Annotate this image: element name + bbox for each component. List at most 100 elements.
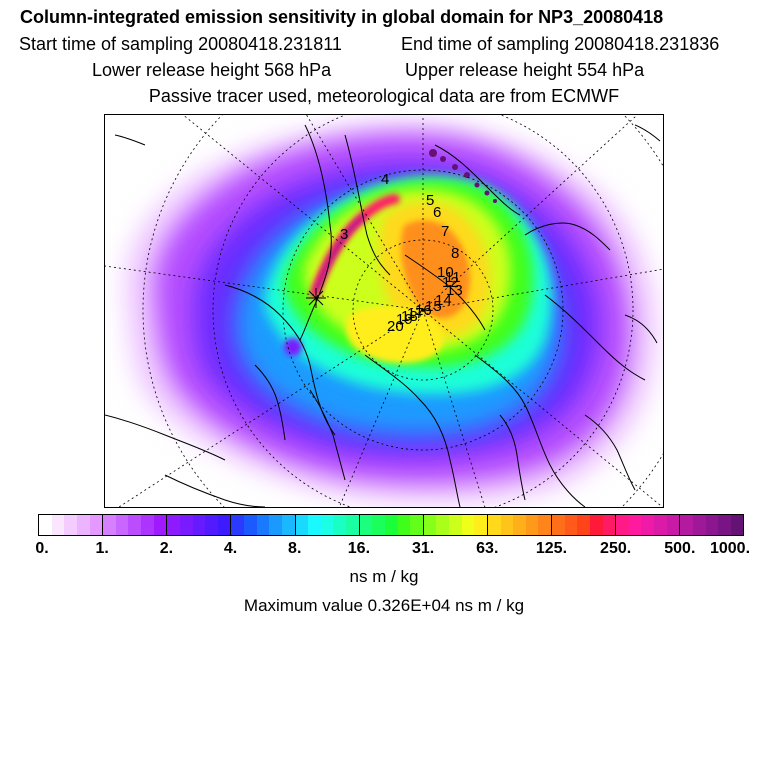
trajectory-marker: 18 <box>401 308 418 325</box>
colorbar-cell <box>589 515 603 535</box>
colorbar-cell <box>436 515 449 535</box>
colorbar-cell <box>641 515 654 535</box>
trajectory-marker: 10 <box>437 264 454 281</box>
tracer-note: Passive tracer used, meteorological data… <box>148 86 620 106</box>
trajectory-marker: 8 <box>451 245 459 262</box>
colorbar-tick-label: 2. <box>159 540 174 557</box>
colorbar-cell <box>461 515 475 535</box>
map-canvas: 3 4 5 6 7 8 10 11 12 13 14 15 16 17 18 1… <box>105 115 663 507</box>
upper-release-label: Upper release height 554 hPa <box>405 60 645 80</box>
colorbar-tick-label: 125. <box>535 540 568 557</box>
trajectory-marker: 4 <box>381 171 389 188</box>
colorbar-tick-label: 0. <box>35 540 49 557</box>
colorbar-tick-label: 1000. <box>709 540 751 557</box>
colorbar-tick-label: 500. <box>664 540 696 557</box>
trajectory-marker: 11 <box>445 269 461 286</box>
colorbar-cell <box>730 515 744 535</box>
colorbar-cell <box>718 515 731 535</box>
colorbar-cell <box>346 515 359 535</box>
colorbar-cell <box>51 515 65 535</box>
colorbar-cell <box>538 515 551 535</box>
colorbar-cell <box>179 515 193 535</box>
colorbar-ticks: 0. 1. 2. 4. 8. 16. 31. 63. 125. 250. 500. 1000. <box>0 540 768 560</box>
trajectory-marker: 20 <box>387 318 404 335</box>
colorbar-cell <box>141 515 154 535</box>
colorbar-cell <box>474 515 487 535</box>
coastlines <box>105 124 661 507</box>
trajectory-marker: 19 <box>396 311 413 328</box>
colorbar-cell <box>217 515 231 535</box>
colorbar-cell <box>577 515 590 535</box>
colorbar-cell <box>692 515 706 535</box>
colorbar-cell <box>410 515 423 535</box>
colorbar-cell <box>513 515 526 535</box>
colorbar-cell <box>679 515 693 535</box>
colorbar-cell <box>628 515 642 535</box>
colorbar-cell <box>654 515 667 535</box>
colorbar-cell <box>449 515 462 535</box>
colorbar-cell <box>281 515 295 535</box>
colorbar-cell <box>422 515 437 535</box>
colorbar-cell <box>525 515 539 535</box>
trajectory-marker: 3 <box>340 226 348 243</box>
colorbar-cell <box>666 515 680 535</box>
lower-release-label: Lower release height 568 hPa <box>92 60 332 80</box>
trajectory-marker: 5 <box>426 192 434 209</box>
colorbar-cell <box>269 515 282 535</box>
colorbar-cell <box>153 515 167 535</box>
colorbar-cell <box>128 515 141 535</box>
colorbar-tick-label: 250. <box>600 540 632 557</box>
colorbar-cell <box>166 515 180 535</box>
sensitivity-map: 3 4 5 6 7 8 10 11 12 13 14 15 16 17 18 1… <box>104 114 664 508</box>
colorbar-cell <box>294 515 309 535</box>
colorbar-cell <box>372 515 385 535</box>
colorbar <box>38 514 744 536</box>
colorbar-tick-label: 4. <box>223 540 238 557</box>
colorbar-cell <box>39 515 52 535</box>
trajectory-marker: 6 <box>433 204 441 221</box>
colorbar-cell <box>397 515 411 535</box>
colorbar-cell <box>102 515 116 535</box>
trajectory-markers: 3 4 5 6 7 8 10 11 12 13 14 15 16 17 18 1… <box>340 171 463 335</box>
colorbar-cell <box>358 515 373 535</box>
colorbar-cell <box>500 515 514 535</box>
colorbar-cell <box>564 515 578 535</box>
colorbar-cell <box>115 515 129 535</box>
colorbar-cell <box>486 515 501 535</box>
sensitivity-field <box>123 122 659 504</box>
colorbar-cell <box>384 515 398 535</box>
trajectory-marker: 13 <box>446 282 463 299</box>
colorbar-cell <box>89 515 103 535</box>
colorbar-cell <box>76 515 90 535</box>
trajectory-marker: 17 <box>407 305 424 322</box>
colorbar-cell <box>602 515 616 535</box>
colorbar-units: ns m / kg <box>349 567 419 586</box>
release-point-marker <box>306 288 326 308</box>
colorbar-cell <box>192 515 206 535</box>
colorbar-tick-label: 16. <box>347 540 371 557</box>
end-time-label: End time of sampling 20080418.231836 <box>401 34 720 54</box>
colorbar-cell <box>244 515 257 535</box>
colorbar-cell <box>551 515 565 535</box>
colorbar-tick-label: 8. <box>288 540 302 557</box>
trajectory-marker: 14 <box>435 292 452 309</box>
colorbar-tick-label: 1. <box>95 540 109 557</box>
trajectory-marker: 15 <box>425 298 442 315</box>
plot-title: Column-integrated emission sensitivity i… <box>20 7 664 27</box>
colorbar-cell <box>308 515 321 535</box>
colorbar-cell <box>615 515 629 535</box>
start-time-label: Start time of sampling 20080418.231811 <box>19 34 342 54</box>
colorbar-cell <box>256 515 270 535</box>
colorbar-cell <box>205 515 218 535</box>
colorbar-tick-label: 31. <box>411 540 435 557</box>
colorbar-cell <box>705 515 719 535</box>
colorbar-cell <box>320 515 334 535</box>
trajectory-marker: 16 <box>415 302 432 319</box>
colorbar-cell <box>333 515 346 535</box>
colorbar-cell <box>230 515 244 535</box>
colorbar-tick-label: 63. <box>476 540 499 557</box>
maximum-value-label: Maximum value 0.326E+04 ns m / kg <box>243 596 525 615</box>
colorbar-cell <box>64 515 77 535</box>
trajectory-marker: 7 <box>441 223 449 240</box>
trajectory-marker: 12 <box>442 274 459 291</box>
